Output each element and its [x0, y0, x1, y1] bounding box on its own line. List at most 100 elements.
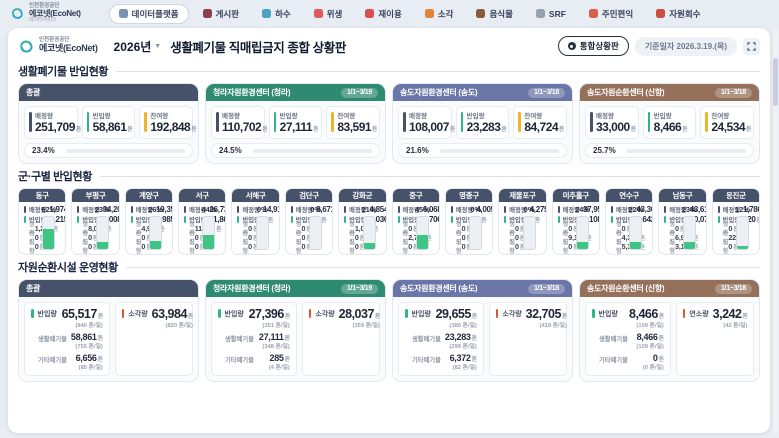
district-gauge-fill — [363, 242, 375, 250]
section-title-district: 군·구별 반입현황 — [18, 171, 92, 183]
menu-item[interactable]: 하수 — [253, 5, 300, 23]
period-badge: 1/1~3/18 — [714, 283, 752, 294]
district-sinhang-row: 신항 0톤 — [135, 239, 152, 255]
menu-item-label: 소각 — [437, 8, 454, 19]
other-waste-row: 기타폐기물 6,372톤 (82 톤/일) — [412, 353, 477, 372]
metric-remaining: 잔여량 24,534톤 — [700, 106, 755, 139]
econet-logo[interactable]: 인천환경공단 에코넷(EcoNet) 데이터서비스 — [10, 3, 81, 23]
menu-item[interactable]: 소각 — [416, 5, 463, 23]
card-header: 청라자원환경센터 (청라) 1/1~3/19 — [206, 84, 385, 101]
district-intake-row: 반입량 9,642톤 — [610, 215, 652, 225]
district-gauge-fill — [737, 245, 749, 250]
progress-percent: 24.5% — [219, 146, 242, 155]
menu-item-label: 데이터플랫폼 — [131, 8, 179, 19]
district-allocated-row: 배정량 37,952톤 — [557, 205, 599, 215]
card-header: 총괄 — [19, 84, 198, 101]
district-sinhang-row: 신항 0톤 — [295, 239, 312, 255]
menu-item[interactable]: 위생 — [305, 5, 352, 23]
district-name: 검단구 — [285, 189, 333, 202]
menu-item[interactable]: 자원회수 — [647, 5, 709, 23]
district-card: 서해구 배정량 14,911톤 반입량 0톤 — [231, 188, 280, 256]
menu-item[interactable]: 재이용 — [356, 5, 410, 23]
district-sinhang-row: 신항 0톤 — [562, 239, 579, 255]
district-intake-row: 반입량 11,867톤 — [184, 215, 225, 225]
facility-burn-daily: (419 톤/일) — [539, 323, 567, 330]
intake-cards: 총괄 배정량 251,709톤 반입량 58,861톤 — [18, 83, 760, 164]
facility-intake-box: 반입량 27,396톤 (351 톤/일) 생활폐기물 27,111톤 (348… — [211, 302, 297, 377]
main-panel: 인천환경공단 에코넷(EcoNet) 2026년 ▼ 생활폐기물 직매립금지 종… — [8, 28, 770, 433]
district-cheongna-row: 청라 0톤 — [455, 221, 472, 238]
facility-intake-daily: (109 톤/일) — [636, 323, 664, 330]
district-name: 동구 — [19, 189, 66, 202]
menu-item[interactable]: 데이터플랫폼 — [108, 3, 189, 24]
district-songdo-row: 송도 0톤 — [295, 230, 312, 247]
facility-burn-value: 32,705 — [525, 307, 562, 322]
allocated-value: 251,709 — [35, 120, 75, 134]
fullscreen-button[interactable] — [743, 37, 760, 55]
logo-sub: 데이터서비스 — [29, 16, 57, 23]
metric-allocated: 배정량 33,000톤 — [585, 106, 639, 139]
district-percent: 23% — [681, 205, 697, 214]
district-name: 중구 — [392, 189, 439, 202]
integrated-dashboard-button[interactable]: 통합상황판 — [557, 36, 629, 56]
district-allocated-row: 배정량 34,204톤 — [77, 205, 119, 215]
remaining-value: 192,848 — [150, 120, 191, 134]
district-percent: 24% — [574, 205, 590, 214]
intake-card: 송도자원순환센터 (신항) 1/1~3/18 배정량 33,000톤 반입량 8… — [579, 83, 760, 164]
district-intake-row: 반입량 1,215톤 — [24, 215, 65, 225]
page-title: 생활폐기물 직매립금지 종합 상황판 — [170, 40, 346, 55]
menu-item[interactable]: 음식물 — [467, 5, 521, 23]
board-icon — [202, 9, 212, 18]
resource-recovery-icon — [656, 9, 666, 18]
data-platform-icon — [118, 9, 128, 18]
progress: 24.5% — [211, 143, 380, 158]
scrollbar-thumb[interactable] — [773, 58, 778, 106]
facility-cards: 총괄 반입량 65,517톤 (840 톤/일) — [18, 279, 760, 383]
card-header: 송도자원환경센터 (송도) 1/1~3/18 — [393, 280, 572, 298]
year-selector[interactable]: 2026년 ▼ — [114, 38, 162, 55]
district-name: 연수구 — [605, 189, 653, 202]
logo-org: 인천환경공단 — [39, 37, 70, 44]
menu-item[interactable]: 주민편익 — [580, 5, 642, 23]
district-card: 서구 배정량 26,737톤 반입량 11,867톤 — [178, 188, 227, 256]
card-title: 청라자원환경센터 (청라) — [213, 284, 291, 294]
district-allocated-row: 배정량 6,068톤 — [397, 205, 439, 215]
menu-item-label: 게시판 — [215, 8, 240, 19]
facility-burn-box: 소각량 32,705톤 (419 톤/일) — [488, 302, 567, 377]
district-sinhang-row: 신항 0톤 — [509, 239, 525, 255]
menu-item[interactable]: SRF — [527, 6, 575, 22]
base-date-button[interactable]: 기준일자 2026.3.19.(목) — [634, 36, 737, 56]
district-sinhang-row: 신항 3,157톤 — [669, 239, 699, 255]
menu-item-label: 재이용 — [378, 8, 402, 19]
district-gauge — [629, 216, 643, 251]
facility-intake-value: 8,466 — [629, 307, 658, 322]
econet-logo-small[interactable]: 인천환경공단 에코넷(EcoNet) — [18, 38, 98, 55]
district-allocated-row: 배정량 43,617톤 — [664, 205, 706, 215]
district-sinhang-row: 신항 0톤 — [349, 239, 365, 255]
intake-value: 8,466 — [653, 120, 682, 134]
scrollbar-track[interactable] — [773, 30, 778, 434]
district-cheongna-row: 청라 0톤 — [562, 221, 579, 238]
facility-intake-value: 27,396 — [248, 307, 285, 322]
district-card: 검단구 배정량 8,671톤 반입량 0톤 — [284, 188, 334, 256]
progress-track — [440, 148, 559, 153]
menu-item-label: SRF — [548, 8, 566, 19]
resident-benefit-icon — [588, 9, 598, 18]
menu-item-label: 하수 — [275, 8, 291, 19]
remaining-value: 83,591 — [337, 120, 372, 134]
other-waste-row: 기타폐기물 0톤 (0 톤/일) — [599, 353, 664, 372]
district-cheongna-row: 청라 0톤 — [402, 221, 419, 238]
metric-remaining: 잔여량 192,848톤 — [139, 106, 197, 139]
facility-card: 총괄 반입량 65,517톤 (840 톤/일) — [18, 279, 199, 383]
menu-item[interactable]: 게시판 — [194, 5, 248, 23]
district-allocated-row: 배정량 1,786톤 — [717, 205, 759, 215]
other-waste-row: 기타폐기물 285톤 (4 톤/일) — [225, 353, 290, 372]
district-gauge-fill — [203, 235, 215, 250]
district-gauge-fill — [416, 234, 428, 250]
district-gauge — [736, 216, 750, 251]
card-title: 송도자원환경센터 (송도) — [400, 284, 478, 294]
menu-item-label: 음식물 — [489, 8, 513, 19]
reuse-icon — [365, 9, 375, 18]
district-name: 영종구 — [445, 189, 493, 202]
intake-value: 58,861 — [92, 120, 127, 134]
